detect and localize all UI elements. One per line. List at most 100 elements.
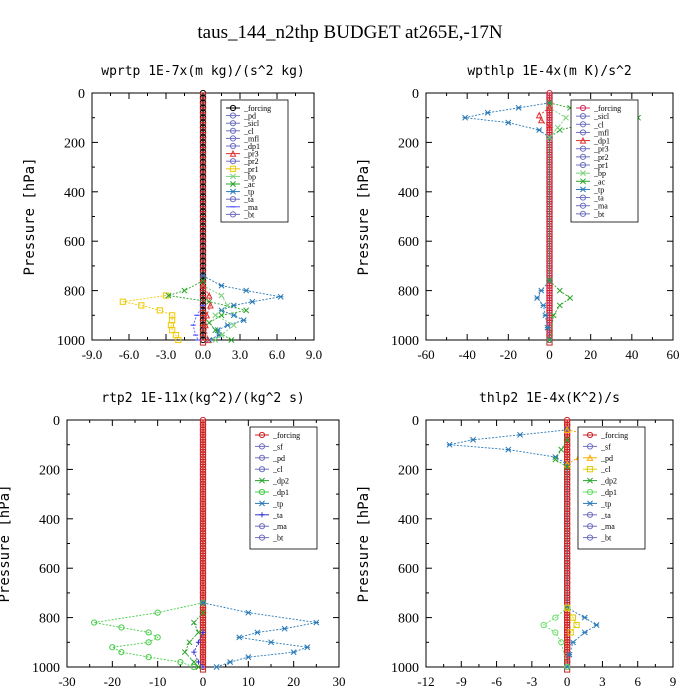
y-tick-label: 800 [39, 612, 60, 627]
data-point [546, 277, 553, 284]
data-point [470, 436, 477, 443]
series-line [542, 607, 568, 668]
data-point [558, 639, 565, 646]
data-point [145, 639, 152, 646]
legend-item: _bp [576, 169, 606, 178]
legend-label: _forcing [272, 431, 300, 440]
y-axis-label: Pressure [hPa] [22, 157, 38, 275]
data-point [552, 456, 559, 463]
data-point [558, 446, 565, 453]
legend-marker [229, 149, 237, 157]
legend-item: _tp [576, 185, 604, 194]
y-tick-label: 400 [64, 186, 85, 201]
legend-item: _sicl [576, 112, 610, 121]
y-tick-label: 200 [398, 136, 419, 151]
legend-item: _mfl [576, 128, 610, 137]
legend-label: _mfl [243, 134, 260, 143]
data-point [200, 629, 206, 636]
data-point [203, 311, 211, 319]
data-point [563, 114, 569, 121]
legend-marker [229, 120, 237, 127]
data-point [181, 649, 188, 656]
legend-marker [259, 512, 265, 518]
legend-marker [229, 135, 237, 142]
x-tick-label: -60 [417, 347, 434, 362]
legend-label: _cl [272, 465, 284, 474]
data-point [212, 327, 219, 334]
legend-label: _ma [593, 202, 608, 211]
series-dp1 [535, 104, 553, 131]
legend-item: _forcing [583, 431, 628, 440]
data-point [544, 324, 551, 331]
legend-item: _pr3 [226, 150, 259, 159]
legend-item: _tp [255, 499, 283, 508]
y-tick-label: 400 [39, 513, 60, 528]
legend-marker [258, 454, 266, 461]
legend-label: _ma [243, 203, 258, 212]
legend-marker [258, 466, 266, 473]
series-line [168, 280, 247, 341]
legend-marker [229, 104, 237, 112]
legend-label: _tp [600, 499, 611, 508]
data-point [484, 109, 491, 116]
legend-marker [579, 153, 587, 160]
series-dp2 [552, 436, 571, 470]
series-forcing [199, 89, 207, 346]
data-point [245, 609, 252, 616]
legend-item: _pr2 [226, 157, 259, 166]
data-point [546, 123, 553, 131]
panel-title: thlp2 1E-4x(K^2)/s [479, 391, 620, 406]
legend-label: _sicl [593, 112, 610, 121]
data-point [540, 302, 547, 309]
legend-marker [586, 523, 594, 530]
data-point [277, 293, 284, 300]
legend-marker [586, 488, 594, 496]
legend-item: _ac [226, 180, 256, 189]
data-point [564, 463, 571, 470]
legend-label: _pr1 [243, 165, 259, 174]
legend-label: _pd [600, 454, 613, 463]
legend-label: _ac [243, 180, 256, 189]
data-point [195, 639, 202, 645]
data-point [515, 104, 522, 111]
legend-item: _pd [226, 112, 256, 121]
data-point [563, 426, 571, 433]
legend-label: _bt [243, 210, 255, 219]
data-point [213, 664, 220, 670]
x-tick-label: 60 [667, 347, 680, 362]
data-point [552, 454, 559, 461]
series-tp [200, 272, 284, 343]
data-point [540, 621, 547, 629]
x-tick-label: 6.0 [269, 347, 285, 362]
legend-label: _cl [600, 465, 612, 474]
data-point [230, 322, 237, 329]
legend-item: _cl [226, 127, 255, 136]
data-point [165, 292, 172, 299]
data-point [569, 614, 577, 621]
y-axis-label: Pressure [hPa] [356, 157, 372, 275]
data-point [175, 336, 182, 344]
legend-label: _ta [593, 194, 604, 203]
data-point [224, 302, 231, 309]
legend-item: _tp [226, 188, 254, 197]
legend-item: _tp [583, 499, 611, 508]
legend-label: _ta [243, 195, 254, 204]
x-tick-label: 0.0 [195, 347, 211, 362]
legend-label: _pr3 [593, 145, 609, 154]
data-point [218, 332, 225, 339]
x-tick-label: -30 [58, 674, 75, 689]
data-point [156, 307, 163, 314]
legend-item: _bt [583, 534, 612, 543]
data-point [145, 629, 152, 636]
data-point [593, 622, 600, 628]
legend-item: _cl [583, 465, 612, 474]
y-tick-label: 800 [64, 285, 85, 300]
chart-panel-3: rtp2 1E-11x(kg^2)/(kg^2 s) Pressure [hPa]… [0, 391, 346, 689]
legend-label: _ma [600, 522, 615, 531]
data-point [550, 312, 557, 319]
series-line [202, 602, 317, 668]
data-point [505, 119, 512, 126]
legend-marker [258, 488, 266, 496]
data-point [214, 327, 221, 334]
legend-marker [579, 145, 587, 152]
